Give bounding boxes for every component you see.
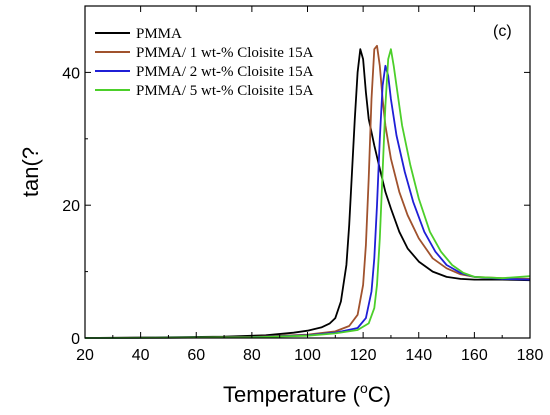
legend: PMMA PMMA/ 1 wt-% Cloisite 15A PMMA/ 2 wt-… [95,26,314,99]
x-axis-title-tail: C) [368,382,391,407]
x-tick-label: 180 [517,347,544,364]
x-tick-label: 40 [132,347,150,364]
y-tick-label: 20 [62,198,80,215]
legend-label: PMMA/ 5 wt-% Cloisite 15A [136,83,314,99]
x-tick-label: 140 [405,347,432,364]
x-axis-title: Temperature (oC) [223,380,391,407]
plot-area [85,6,530,338]
series-line-2 [84,44,531,339]
panel-label: (c) [493,23,512,40]
legend-label: PMMA/ 2 wt-% Cloisite 15A [136,64,314,80]
x-tick-label: 120 [350,347,377,364]
series-line-4 [84,48,531,339]
y-tick-label: 0 [71,331,80,348]
x-tick-label: 100 [294,347,321,364]
series-line-1 [84,48,531,339]
x-tick-label: 20 [76,347,94,364]
legend-label: PMMA [136,26,182,42]
y-tick-label: 40 [62,65,80,82]
legend-label: PMMA/ 1 wt-% Cloisite 15A [136,45,314,61]
series-layer [84,44,531,339]
x-tick-label: 60 [187,347,205,364]
x-tick-label: 160 [461,347,488,364]
x-axis-title-sup: o [360,380,368,396]
x-axis-title-main: Temperature ( [223,382,361,407]
y-axis-title: tan(? [18,147,43,197]
x-tick-label: 80 [243,347,261,364]
